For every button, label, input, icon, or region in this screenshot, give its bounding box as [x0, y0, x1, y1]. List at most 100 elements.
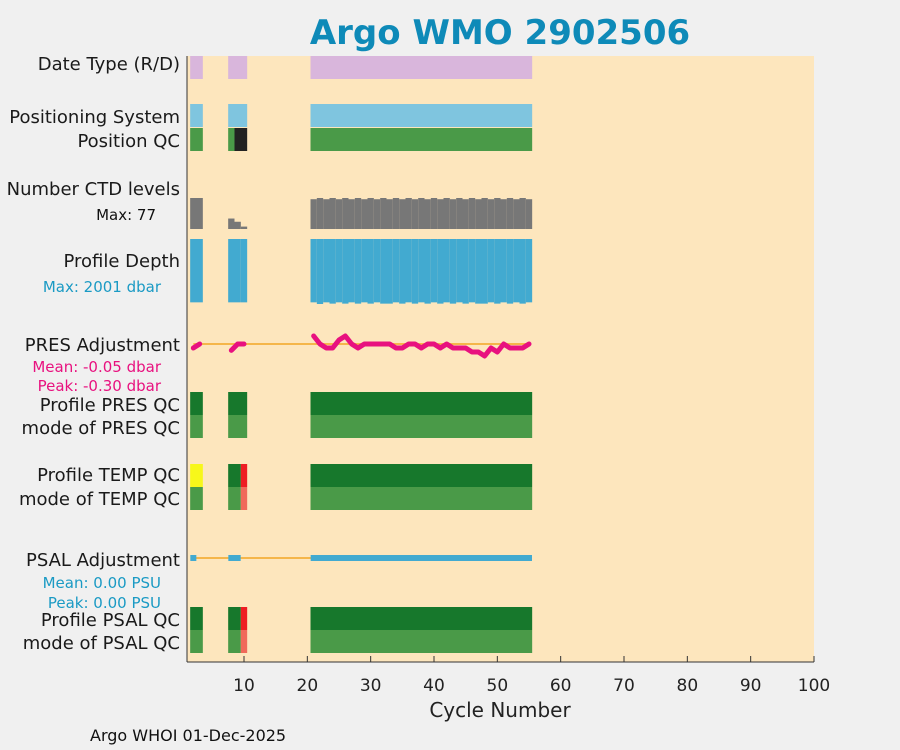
ctd-level-bar	[329, 198, 336, 229]
psal-peak-annotation: Peak: 0.00 PSU	[48, 594, 161, 612]
ctd-level-bar	[430, 198, 438, 229]
ctd-level-bar	[367, 198, 374, 229]
date-type-bar	[310, 56, 533, 79]
profile-depth-bar	[310, 239, 317, 303]
profile-psal-qc-bar	[228, 607, 241, 630]
position-qc-bar	[190, 128, 203, 151]
ctd-level-bar	[196, 198, 203, 229]
profile-temp-qc-bar	[228, 464, 241, 487]
profile-depth-bar	[190, 239, 197, 303]
profile-psal-qc-bar	[310, 607, 533, 630]
mode-pres-qc-bar	[228, 415, 248, 438]
profile-depth-bar	[316, 239, 324, 304]
ctd-level-bar	[525, 199, 533, 229]
profile-temp-qc-bar	[240, 464, 248, 487]
ctd-level-bar	[513, 199, 520, 229]
positioning-system-bar	[310, 104, 533, 127]
ctd-level-bar	[335, 199, 343, 229]
profile-pres-qc-bar	[228, 392, 248, 415]
footer-credit: Argo WHOI 01-Dec-2025	[90, 726, 286, 745]
x-tick-label: 10	[233, 676, 255, 696]
ctd-level-bar	[342, 198, 349, 229]
x-tick-label: 30	[360, 676, 382, 696]
profile-depth-bar	[354, 239, 362, 304]
ctd-max-annotation: Max: 77	[96, 206, 156, 224]
profile-psal-qc-label: Profile PSAL QC	[41, 610, 180, 631]
mode-temp-qc-bar	[310, 487, 533, 510]
x-tick-label: 70	[613, 676, 635, 696]
profile-depth-bar	[475, 239, 482, 304]
ctd-level-bar	[443, 198, 450, 229]
x-tick-label: 100	[798, 676, 830, 696]
profile-temp-qc-label: Profile TEMP QC	[37, 465, 180, 486]
psal-adjustment-line	[190, 555, 197, 561]
profile-depth-bar	[424, 239, 431, 304]
mode-temp-qc-bar	[190, 487, 203, 510]
profile-pres-qc-bar	[190, 392, 203, 415]
ctd-levels-label: Number CTD levels	[7, 179, 180, 200]
position-qc-bar	[234, 128, 248, 151]
psal-mean-annotation: Mean: 0.00 PSU	[43, 574, 161, 592]
profile-depth-bar	[240, 239, 248, 303]
profile-depth-bar	[386, 239, 393, 304]
profile-depth-bar	[449, 239, 457, 304]
profile-depth-label: Profile Depth	[63, 251, 180, 272]
ctd-level-bar	[418, 198, 425, 229]
pres-mean-annotation: Mean: -0.05 dbar	[32, 358, 162, 376]
psal-adjustment-line	[310, 555, 532, 561]
chart-title: Argo WMO 2902506	[310, 13, 690, 53]
ctd-level-bar	[354, 198, 362, 229]
profile-depth-bar	[348, 239, 355, 303]
profile-depth-bar	[437, 239, 444, 304]
chart-marks	[190, 56, 533, 653]
x-axis-label: Cycle Number	[429, 698, 571, 722]
ctd-level-bar	[437, 199, 444, 229]
profile-depth-bar	[196, 239, 203, 303]
profile-depth-bar	[228, 239, 235, 303]
mode-psal-qc-bar	[228, 630, 241, 653]
mode-pres-qc-bar	[190, 415, 203, 438]
mode-psal-qc-bar	[310, 630, 533, 653]
mode-temp-qc-bar	[240, 487, 248, 510]
profile-depth-bar	[335, 239, 343, 303]
ctd-level-bar	[475, 199, 482, 229]
profile-depth-bar	[323, 239, 330, 303]
profile-depth-bar	[487, 239, 495, 303]
profile-depth-bar	[329, 239, 336, 304]
ctd-level-bar	[468, 198, 476, 229]
profile-depth-bar	[494, 239, 501, 304]
profile-depth-bar	[361, 239, 368, 303]
profile-temp-qc-bar	[310, 464, 533, 487]
psal-adjustment-label: PSAL Adjustment	[26, 550, 180, 571]
ctd-level-bar	[405, 198, 412, 229]
pres-adjustment-line	[228, 341, 247, 353]
ctd-level-bar	[240, 226, 248, 229]
ctd-level-bar	[392, 198, 400, 229]
ctd-level-bar	[234, 221, 241, 229]
ctd-level-bar	[386, 199, 393, 229]
ctd-level-bar	[449, 199, 457, 229]
date-type-label: Date Type (R/D)	[38, 54, 180, 75]
mode-psal-qc-bar	[240, 630, 248, 653]
ctd-level-bar	[494, 198, 501, 229]
ctd-level-bar	[411, 199, 419, 229]
profile-depth-bar	[468, 239, 476, 303]
mode-temp-qc-label: mode of TEMP QC	[19, 489, 180, 510]
profile-temp-qc-bar	[190, 464, 203, 487]
ctd-level-bar	[456, 198, 463, 229]
profile-depth-bar	[380, 239, 387, 304]
profile-depth-bar	[234, 239, 241, 303]
profile-depth-bar	[418, 239, 425, 303]
x-tick-label: 40	[423, 676, 445, 696]
pres-adjustment-line	[190, 341, 203, 351]
profile-depth-bar	[342, 239, 349, 304]
profile-depth-bar	[411, 239, 419, 304]
mode-pres-qc-label: mode of PRES QC	[22, 418, 180, 439]
profile-depth-bar	[443, 239, 450, 303]
mode-psal-qc-bar	[190, 630, 203, 653]
ctd-level-bar	[424, 199, 431, 229]
row-labels: Date Type (R/D) Positioning System Positio…	[7, 54, 180, 654]
ctd-level-bar	[316, 198, 324, 229]
x-tick-label: 50	[487, 676, 509, 696]
profile-depth-bar	[430, 239, 438, 303]
